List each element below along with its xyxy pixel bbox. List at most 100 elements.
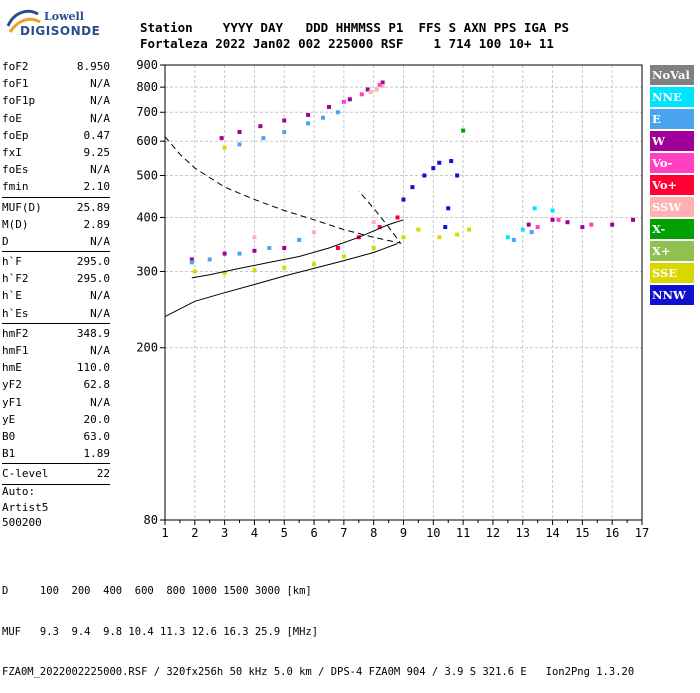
- legend: NoVal NNE E W Vo- Vo+ SSW X- X+ SSE NNW: [650, 65, 694, 307]
- y-tick-label: 300: [136, 265, 158, 279]
- data-point-e: [237, 251, 242, 256]
- param-value: 110.0: [76, 361, 110, 375]
- param-value: 0.47: [83, 128, 111, 142]
- y-tick-label: 800: [136, 80, 158, 94]
- legend-item: E: [650, 109, 694, 129]
- data-point-ssw: [312, 230, 317, 235]
- param-name: foEp: [2, 128, 29, 142]
- data-point-e: [237, 142, 242, 147]
- data-point-ssw: [374, 87, 379, 92]
- x-tick-label: 16: [605, 526, 619, 540]
- param-row: h`F 295.0: [2, 253, 110, 270]
- param-name: h`Es: [2, 306, 29, 320]
- param-row: yE 20.0: [2, 411, 110, 428]
- data-point-e: [267, 245, 272, 250]
- header-row1: Station YYYY DAY DDD HHMMSS P1 FFS S AXN…: [140, 20, 569, 35]
- param-name: B1: [2, 447, 16, 461]
- data-point-nnw: [443, 225, 448, 230]
- data-point-w: [631, 217, 636, 222]
- legend-item: SSW: [650, 197, 694, 217]
- param-row: yF1 N/A: [2, 394, 110, 411]
- legend-item: Vo-: [650, 153, 694, 173]
- param-name: yF2: [2, 378, 22, 392]
- header-doy-label: DDD HHMMSS: [305, 20, 381, 35]
- data-points: [189, 80, 636, 275]
- legend-item: NNW: [650, 285, 694, 305]
- param-row: MUF(D) 25.89: [2, 199, 110, 216]
- data-point-sse: [252, 268, 257, 273]
- param-value: 1.89: [83, 447, 111, 461]
- x-tick-label: 10: [426, 526, 440, 540]
- data-point-x-: [461, 128, 466, 133]
- param-value: N/A: [90, 306, 110, 320]
- param-value: N/A: [90, 234, 110, 248]
- legend-item: SSE: [650, 263, 694, 283]
- param-separator: [2, 483, 110, 485]
- header-doy-time: 002 225000: [298, 36, 374, 51]
- param-row: hmE 110.0: [2, 359, 110, 376]
- param-name: yF1: [2, 395, 22, 409]
- legend-item: NNE: [650, 87, 694, 107]
- param-row: h`F2 295.0: [2, 270, 110, 287]
- data-point-sse: [282, 265, 287, 270]
- data-point-e: [529, 230, 534, 235]
- param-row: yF2 62.8: [2, 376, 110, 393]
- y-tick-label: 200: [136, 341, 158, 355]
- param-value: 348.9: [76, 326, 110, 340]
- data-point-ssw: [252, 235, 257, 240]
- param-row: fxI 9.25: [2, 144, 110, 161]
- data-point-sse: [401, 235, 406, 240]
- data-point-vo-: [589, 222, 594, 227]
- logo-line1: Lowell: [44, 10, 84, 23]
- param-name: hmF2: [2, 326, 29, 340]
- param-row: hmF2 348.9: [2, 325, 110, 342]
- data-point-w: [282, 245, 287, 250]
- param-name: hmF1: [2, 344, 29, 357]
- header-date: 2022 Jan02: [215, 36, 291, 51]
- data-point-e: [321, 115, 326, 120]
- header-p1: RSF: [380, 36, 404, 51]
- param-name: h`E: [2, 289, 22, 303]
- param-name: B0: [2, 429, 16, 443]
- data-point-w: [380, 80, 385, 85]
- header-station-label: Station: [140, 20, 193, 35]
- param-value: 62.8: [83, 378, 111, 392]
- param-name: h`F: [2, 255, 22, 269]
- x-tick-label: 8: [370, 526, 377, 540]
- param-value: 20.0: [83, 412, 111, 426]
- data-point-nnw: [431, 166, 436, 171]
- x-tick-label: 9: [400, 526, 407, 540]
- data-point-w: [237, 130, 242, 135]
- data-point-nnw: [449, 159, 454, 164]
- x-tick-label: 15: [575, 526, 589, 540]
- param-separator: [2, 463, 110, 465]
- param-value: N/A: [90, 163, 110, 177]
- param-row: foEp 0.47: [2, 127, 110, 144]
- data-point-nnw: [410, 185, 415, 190]
- param-name: C-level: [2, 467, 49, 481]
- data-point-vo-: [395, 215, 400, 220]
- legend-item: X-: [650, 219, 694, 239]
- data-point-sse: [192, 269, 197, 274]
- param-value: 295.0: [76, 272, 110, 286]
- header-ffs-label: FFS S AXN PPS IGA PS: [418, 20, 570, 35]
- footer-file-info: FZA0M_2022002225000.RSF / 320fx256h 50 k…: [2, 666, 635, 678]
- data-point-sse: [416, 227, 421, 232]
- param-value: 25.89: [76, 200, 110, 214]
- lower-trace-line: [164, 243, 398, 318]
- param-row: fmin 2.10: [2, 178, 110, 195]
- data-point-w: [347, 97, 352, 102]
- data-point-e: [306, 121, 311, 126]
- legend-item: NoVal: [650, 65, 694, 85]
- data-point-e: [282, 130, 287, 135]
- data-point-e: [207, 257, 212, 262]
- data-point-w: [580, 225, 585, 230]
- data-point-sse: [341, 254, 346, 259]
- data-point-e: [189, 260, 194, 265]
- data-point-vo-: [377, 82, 382, 87]
- param-name: foF2: [2, 60, 29, 73]
- header-p1-label: P1: [388, 20, 404, 35]
- data-point-w: [610, 222, 615, 227]
- data-point-w: [365, 87, 370, 92]
- param-row: h`Es N/A: [2, 305, 110, 322]
